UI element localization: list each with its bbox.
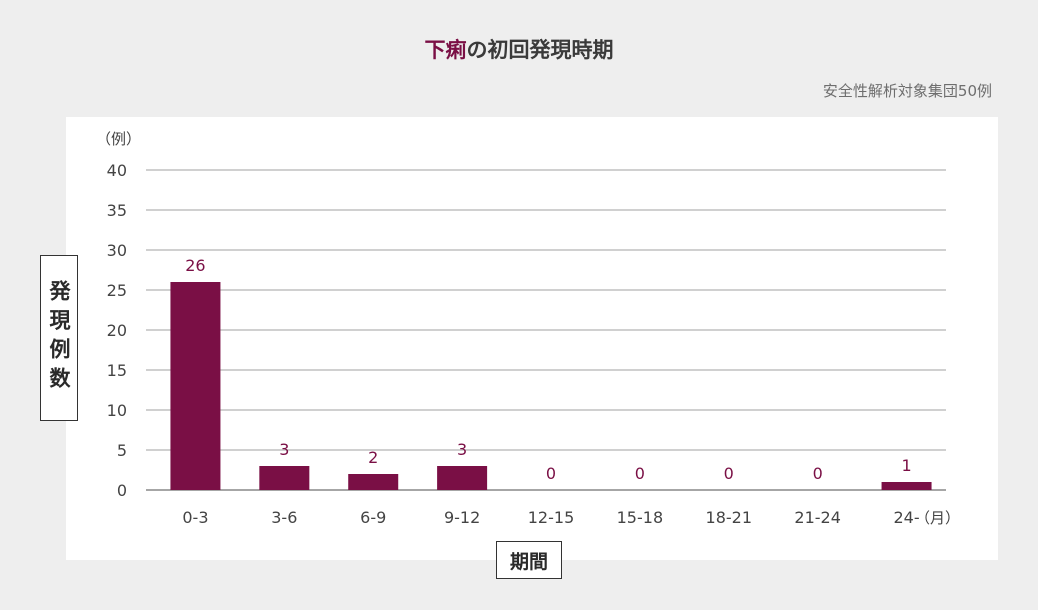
y-tick-label: 5 xyxy=(117,441,127,460)
data-label: 0 xyxy=(546,464,556,483)
chart-panel xyxy=(66,117,998,560)
y-tick-label: 30 xyxy=(107,241,127,260)
chart-title-rest: の初回発現時期 xyxy=(466,38,614,62)
y-axis-label: 発現例数 xyxy=(40,255,78,421)
x-tick-label: 6-9 xyxy=(360,508,386,527)
data-label: 0 xyxy=(813,464,823,483)
data-label: 2 xyxy=(368,448,378,467)
data-label: 0 xyxy=(635,464,645,483)
data-label: 26 xyxy=(185,256,205,275)
chart-title-accent: 下痢 xyxy=(424,38,467,62)
y-tick-label: 40 xyxy=(107,161,127,180)
x-tick-label: 0-3 xyxy=(182,508,208,527)
bar xyxy=(259,466,310,490)
x-axis-label: 期間 xyxy=(496,541,562,579)
bar xyxy=(881,482,932,490)
chart-subtitle: 安全性解析対象集団50例 xyxy=(822,82,992,100)
x-axis-unit: （月） xyxy=(915,509,961,527)
x-tick-label: 15-18 xyxy=(617,508,664,527)
data-label: 0 xyxy=(724,464,734,483)
y-tick-label: 20 xyxy=(107,321,127,340)
x-tick-label: 24- xyxy=(893,508,919,527)
y-axis-label-text: 発現例数 xyxy=(47,280,71,396)
x-tick-label: 9-12 xyxy=(444,508,480,527)
data-label: 1 xyxy=(901,456,911,475)
y-tick-label: 0 xyxy=(117,481,127,500)
y-axis-unit: （例） xyxy=(96,130,142,148)
bar xyxy=(348,474,399,490)
chart-title: 下痢の初回発現時期 xyxy=(0,34,1038,64)
x-tick-label: 18-21 xyxy=(706,508,753,527)
x-tick-label: 12-15 xyxy=(528,508,575,527)
data-label: 3 xyxy=(457,440,467,459)
y-tick-label: 25 xyxy=(107,281,127,300)
x-tick-label: 21-24 xyxy=(794,508,841,527)
bar xyxy=(170,282,221,490)
y-tick-label: 15 xyxy=(107,361,127,380)
y-tick-label: 35 xyxy=(107,201,127,220)
y-tick-label: 10 xyxy=(107,401,127,420)
data-label: 3 xyxy=(279,440,289,459)
x-tick-label: 3-6 xyxy=(271,508,297,527)
bar xyxy=(437,466,488,490)
